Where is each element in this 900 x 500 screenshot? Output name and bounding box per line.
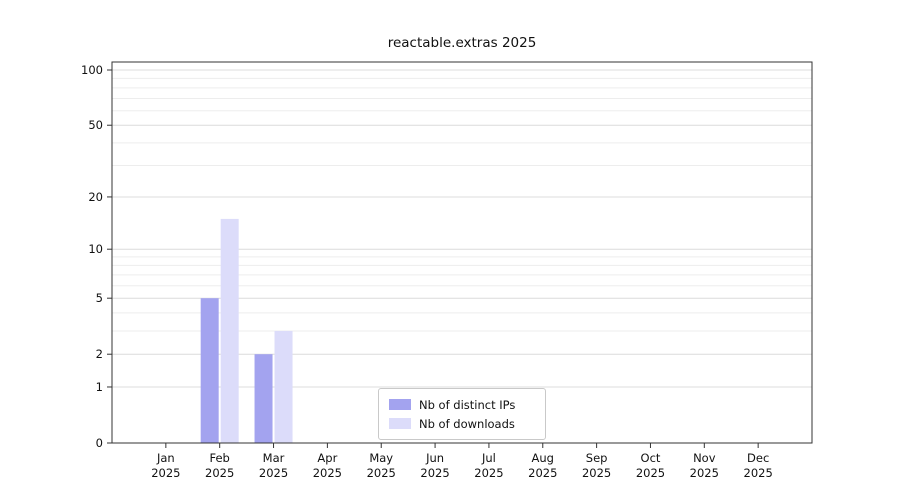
x-tick-year: 2025 xyxy=(259,466,288,480)
chart-title: reactable.extras 2025 xyxy=(387,35,537,51)
legend-swatch-downloads xyxy=(389,418,411,429)
bars xyxy=(200,218,293,443)
x-tick-month: Jul xyxy=(481,451,496,465)
y-tick-label: 0 xyxy=(96,436,103,450)
bar-downloads-feb xyxy=(220,218,239,443)
y-tick-label: 10 xyxy=(88,242,103,256)
legend-item-distinct-ips: Nb of distinct IPs xyxy=(389,395,535,414)
bar-ips-mar xyxy=(254,354,273,443)
x-tick-month: May xyxy=(369,451,393,465)
x-axis: Jan2025Feb2025Mar2025Apr2025May2025Jun20… xyxy=(151,443,773,480)
x-tick-year: 2025 xyxy=(205,466,234,480)
legend-label-distinct-ips: Nb of distinct IPs xyxy=(419,397,516,412)
x-tick-year: 2025 xyxy=(528,466,557,480)
x-tick-year: 2025 xyxy=(690,466,719,480)
y-tick-label: 2 xyxy=(96,347,103,361)
y-tick-label: 20 xyxy=(88,190,103,204)
x-tick-month: Jun xyxy=(425,451,444,465)
x-tick-year: 2025 xyxy=(313,466,342,480)
x-tick-year: 2025 xyxy=(744,466,773,480)
x-tick-month: Sep xyxy=(586,451,608,465)
legend-swatch-distinct-ips xyxy=(389,399,411,410)
legend-label-downloads: Nb of downloads xyxy=(419,416,515,431)
x-tick-month: Jan xyxy=(156,451,175,465)
x-tick-month: Feb xyxy=(210,451,230,465)
chart-legend: Nb of distinct IPs Nb of downloads xyxy=(378,388,546,440)
y-axis: 0 1 2 5 10 20 50 100 xyxy=(81,63,112,450)
bar-downloads-mar xyxy=(274,330,293,443)
y-tick-label: 100 xyxy=(81,63,103,77)
x-tick-month: Aug xyxy=(532,451,554,465)
legend-item-downloads: Nb of downloads xyxy=(389,414,535,433)
x-tick-year: 2025 xyxy=(367,466,396,480)
x-tick-month: Oct xyxy=(641,451,661,465)
x-tick-year: 2025 xyxy=(474,466,503,480)
y-tick-label: 1 xyxy=(96,380,103,394)
x-tick-month: Nov xyxy=(693,451,716,465)
x-tick-year: 2025 xyxy=(151,466,180,480)
bar-ips-feb xyxy=(200,298,219,443)
x-tick-month: Mar xyxy=(263,451,285,465)
x-tick-year: 2025 xyxy=(636,466,665,480)
plot-border xyxy=(111,61,813,444)
y-tick-label: 50 xyxy=(88,118,103,132)
y-tick-label: 5 xyxy=(96,291,103,305)
x-tick-year: 2025 xyxy=(582,466,611,480)
x-tick-year: 2025 xyxy=(420,466,449,480)
x-tick-month: Dec xyxy=(747,451,769,465)
x-tick-month: Apr xyxy=(317,451,337,465)
